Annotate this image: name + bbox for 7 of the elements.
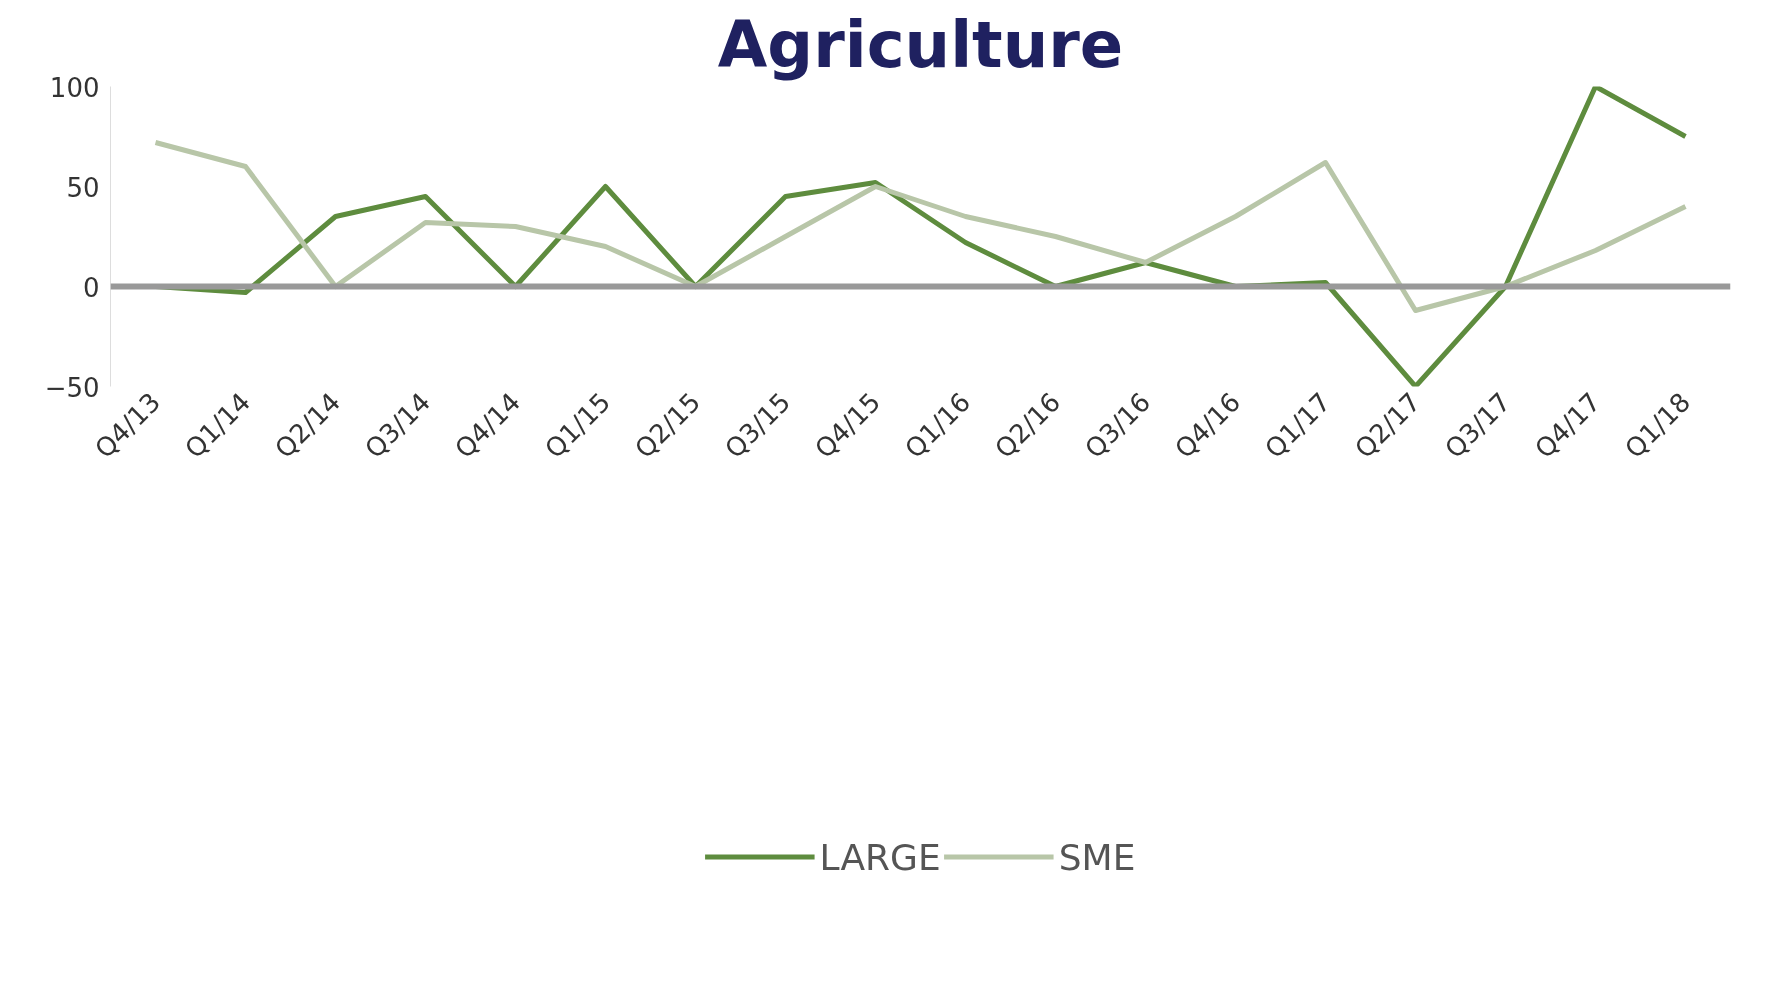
y-tick-label: 50 [66,172,100,203]
y-tick-label: −50 [44,372,100,403]
legend-label: LARGE [819,836,941,878]
y-tick-label: 0 [82,272,100,303]
chart-title: Agriculture [717,7,1124,82]
legend-label: SME [1058,836,1136,878]
y-tick-label: 100 [49,72,100,103]
